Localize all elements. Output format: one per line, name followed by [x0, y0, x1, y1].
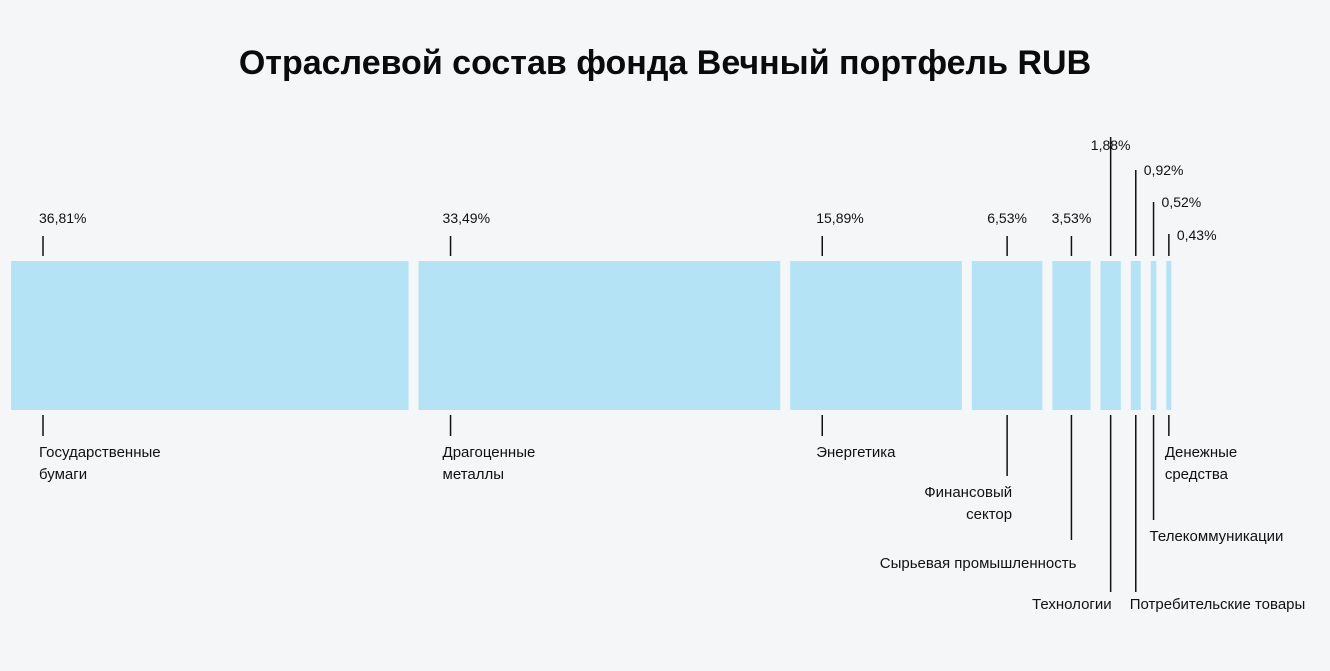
- category-label-финансовый-сектор: Финансовый сектор: [924, 484, 1012, 523]
- bar-segment-телекоммуникации: [1150, 261, 1157, 410]
- category-label-денежные-средства: Денежные средства: [1165, 444, 1237, 483]
- value-label-сырьевая-промышленность: 3,53%: [1052, 210, 1092, 226]
- value-label-энергетика: 15,89%: [816, 210, 863, 226]
- category-label-line: Телекоммуникации: [1150, 528, 1284, 545]
- bar-segment-технологии: [1100, 261, 1121, 410]
- category-label-line: Финансовый: [924, 484, 1012, 501]
- category-label-сырьевая-промышленность: Сырьевая промышленность: [880, 555, 1077, 572]
- value-label-потребительские-товары: 0,92%: [1144, 162, 1184, 178]
- category-label-line: средства: [1165, 466, 1229, 483]
- category-label-потребительские-товары: Потребительские товары: [1130, 596, 1306, 613]
- value-label-финансовый-сектор: 6,53%: [987, 210, 1027, 226]
- category-label-телекоммуникации: Телекоммуникации: [1150, 528, 1284, 545]
- bar-segment-потребительские-товары: [1130, 261, 1141, 410]
- category-label-line: металлы: [443, 466, 505, 483]
- bar-segment-государственные-бумаги: [11, 261, 409, 410]
- value-label-технологии: 1,88%: [1091, 137, 1131, 153]
- category-label-line: Потребительские товары: [1130, 596, 1306, 613]
- value-label-телекоммуникации: 0,52%: [1162, 194, 1202, 210]
- value-label-денежные-средства: 0,43%: [1177, 227, 1217, 243]
- category-label-line: Государственные: [39, 444, 161, 461]
- bar-segment-сырьевая-промышленность: [1052, 261, 1091, 410]
- bar-segment-драгоценные-металлы: [418, 261, 781, 410]
- bar-segment-финансовый-сектор: [971, 261, 1043, 410]
- category-label-драгоценные-металлы: Драгоценные металлы: [443, 444, 536, 483]
- category-label-line: Технологии: [1032, 596, 1112, 613]
- category-label-line: бумаги: [39, 466, 87, 483]
- bar-segment-энергетика: [790, 261, 962, 410]
- category-label-line: сектор: [966, 506, 1012, 523]
- bar-segment-денежные-средства: [1166, 261, 1172, 410]
- value-label-государственные-бумаги: 36,81%: [39, 210, 86, 226]
- category-label-государственные-бумаги: Государственные бумаги: [39, 444, 161, 483]
- category-label-line: Сырьевая промышленность: [880, 555, 1077, 572]
- category-label-line: Энергетика: [816, 444, 896, 461]
- category-label-энергетика: Энергетика: [816, 444, 896, 461]
- category-label-технологии: Технологии: [1032, 596, 1112, 613]
- value-label-драгоценные-металлы: 33,49%: [443, 210, 490, 226]
- category-label-line: Денежные: [1165, 444, 1237, 461]
- category-label-line: Драгоценные: [443, 444, 536, 461]
- chart-title: Отраслевой состав фонда Вечный портфель …: [238, 44, 1092, 82]
